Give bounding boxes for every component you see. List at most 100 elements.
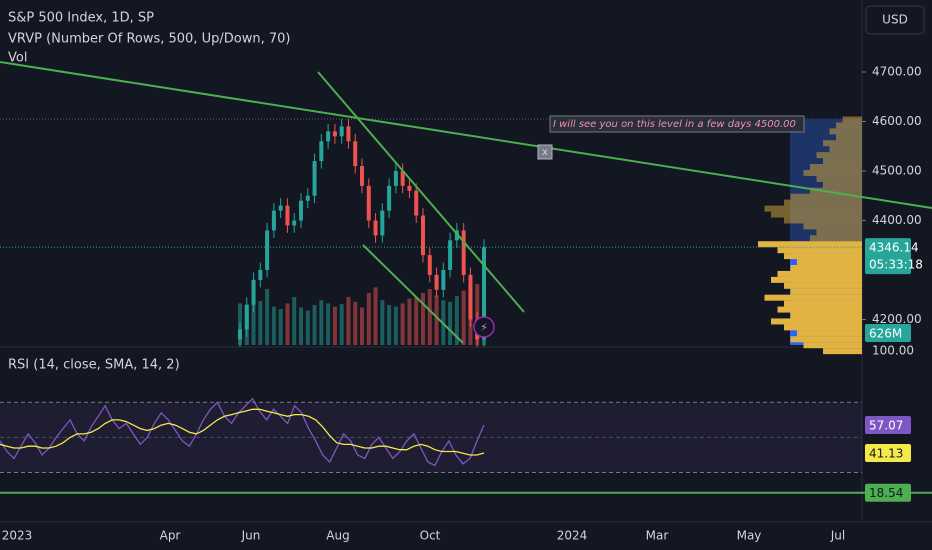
volume-bar <box>400 303 405 345</box>
x-tick-label: 2023 <box>2 529 33 543</box>
alert-bolt: ⚡ <box>480 321 488 334</box>
volume-bar <box>407 298 412 345</box>
profile-row <box>784 217 862 224</box>
candle-body <box>400 171 405 186</box>
volume-bar <box>251 296 256 345</box>
volume-bar <box>332 306 337 345</box>
profile-row <box>777 306 862 313</box>
profile-row <box>797 259 862 266</box>
candle-body <box>407 185 412 191</box>
profile-row <box>816 175 862 182</box>
volume-bar <box>285 303 290 345</box>
profile-row <box>816 152 862 159</box>
candle-body <box>258 270 263 280</box>
volume-bar <box>387 305 392 345</box>
candle-body <box>312 161 317 196</box>
candle-body <box>332 131 337 137</box>
profile-row <box>771 211 862 218</box>
candle-body <box>468 274 473 320</box>
candle-body <box>366 185 371 221</box>
profile-row <box>758 241 862 248</box>
volume-bar <box>319 300 324 345</box>
channel-lower[interactable] <box>362 244 464 344</box>
x-tick-label: Mar <box>646 529 669 543</box>
x-tick-label: 2024 <box>557 529 588 543</box>
volume-bar <box>326 303 331 345</box>
volume-bar <box>278 309 283 345</box>
channel-upper[interactable] <box>317 71 525 313</box>
volume-bar <box>373 287 378 345</box>
indicator-label: Vol <box>8 51 27 66</box>
hline-value: 18.54 <box>869 486 903 500</box>
rsi-sma-value: 41.13 <box>869 447 903 461</box>
candle-body <box>326 131 331 142</box>
y-tick-label: 4200.00 <box>872 312 922 326</box>
y-tick-label: 4600.00 <box>872 114 922 128</box>
volume-bar <box>448 301 453 345</box>
profile-row <box>810 187 862 194</box>
volume-bar <box>346 297 351 345</box>
volume-bar <box>305 310 310 345</box>
candle-body <box>353 141 358 167</box>
last-price-bg <box>865 238 911 275</box>
indicator-label: VRVP (Number Of Rows, 500, Up/Down, 70) <box>8 32 290 47</box>
candle-body <box>251 279 256 305</box>
rsi-title: RSI (14, close, SMA, 14, 2) <box>8 358 180 373</box>
profile-row <box>784 199 862 206</box>
profile-row <box>803 169 862 176</box>
profile-row <box>810 235 862 242</box>
volume-bar <box>360 307 364 345</box>
chart-title: S&P 500 Index, 1D, SP <box>8 11 154 26</box>
volume-bar <box>366 293 371 345</box>
candle-body <box>292 220 297 226</box>
volume-bar <box>414 297 419 345</box>
profile-row <box>771 318 862 325</box>
profile-row <box>823 158 862 165</box>
profile-row <box>771 276 862 283</box>
volume-bar <box>427 289 432 345</box>
x-tick-label: Aug <box>326 529 349 543</box>
profile-row <box>784 324 862 331</box>
profile-row <box>842 116 862 123</box>
profile-row <box>784 253 862 260</box>
candle-body <box>387 185 392 211</box>
countdown: 05:33:18 <box>869 258 923 272</box>
volume-bar <box>454 296 459 345</box>
alert-icon[interactable] <box>473 316 495 338</box>
profile-row <box>790 288 862 295</box>
profile-row <box>764 294 862 301</box>
marks <box>0 116 932 494</box>
marker-box[interactable] <box>537 144 553 160</box>
x-tick-label: Apr <box>160 529 181 543</box>
candle-body <box>434 274 439 290</box>
annotation-box[interactable] <box>549 115 805 133</box>
candle-body <box>238 329 242 340</box>
profile-row <box>803 223 862 230</box>
volume-bar <box>312 305 317 345</box>
rsi-line <box>0 397 485 467</box>
profile-row <box>836 134 862 141</box>
candle-body <box>380 210 385 236</box>
profile-row <box>823 181 862 188</box>
candle-body <box>305 195 310 201</box>
profile-row <box>790 336 862 343</box>
candle-body <box>421 215 425 256</box>
profile-row <box>790 264 862 271</box>
currency-button[interactable] <box>865 5 925 35</box>
volume-bar <box>461 290 466 345</box>
last-price: 4346.14 <box>869 241 919 255</box>
trend-line[interactable] <box>0 61 932 209</box>
volume-bar <box>265 289 270 345</box>
candle-body <box>448 240 453 270</box>
candle-body <box>373 220 378 236</box>
candle-body <box>414 190 419 216</box>
profile-row <box>797 330 862 337</box>
candle-body <box>393 171 398 186</box>
y-tick-label: 4400.00 <box>872 213 922 227</box>
x-tick-label: May <box>737 529 762 543</box>
x-tick-label: Jul <box>830 529 845 543</box>
candle-body <box>278 205 283 211</box>
candle-body <box>299 200 303 221</box>
